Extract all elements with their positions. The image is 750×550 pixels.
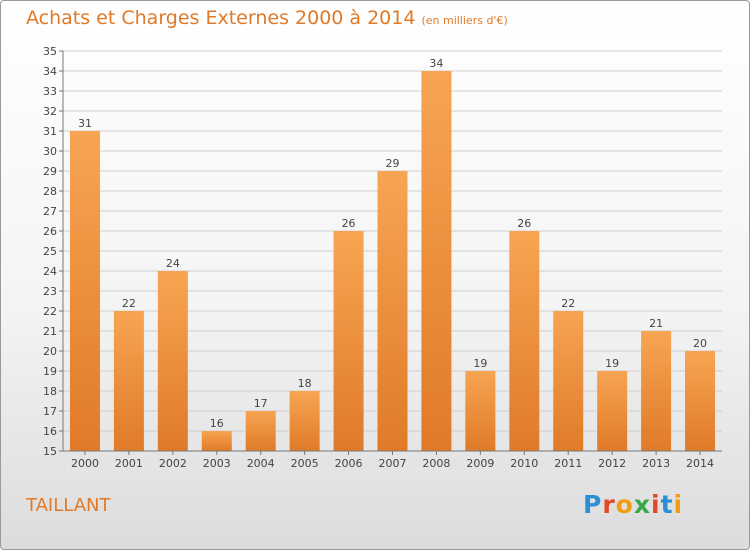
y-axis: 15 16 17 18 19 20 21 22 23 24 25 26 27 28 29 30 31 32 33 34… xyxy=(43,45,64,458)
logo-letter: o xyxy=(615,490,634,519)
y-tick-label: 31 xyxy=(43,125,57,138)
bar xyxy=(509,231,540,451)
x-tick-label: 2012 xyxy=(598,457,626,470)
logo-letter: P xyxy=(583,490,603,519)
chart-title: Achats et Charges Externes 2000 à 2014 (e… xyxy=(26,7,508,29)
bar xyxy=(69,131,100,451)
data-label: 17 xyxy=(254,397,268,410)
bar xyxy=(641,331,672,451)
bar xyxy=(465,371,496,451)
logo-letter: t xyxy=(660,490,674,519)
x-tick-label: 2005 xyxy=(291,457,319,470)
x-tick-label: 2007 xyxy=(379,457,407,470)
x-tick-label: 2000 xyxy=(71,457,99,470)
y-tick-label: 20 xyxy=(43,345,57,358)
y-tick-label: 29 xyxy=(43,165,57,178)
x-tick-label: 2006 xyxy=(335,457,363,470)
y-tick-label: 35 xyxy=(43,45,57,58)
x-tick-label: 2002 xyxy=(159,457,187,470)
x-tick-label: 2010 xyxy=(510,457,538,470)
chart-title-text: Achats et Charges Externes 2000 à 2014 xyxy=(26,7,416,29)
y-tick-label: 26 xyxy=(43,225,57,238)
data-label: 24 xyxy=(166,257,180,270)
y-tick-label: 34 xyxy=(43,65,57,78)
bar xyxy=(201,431,232,451)
x-tick-label: 2013 xyxy=(642,457,670,470)
y-tick-label: 15 xyxy=(43,445,57,458)
y-tick-label: 17 xyxy=(43,405,57,418)
bar xyxy=(289,391,320,451)
y-tick-label: 33 xyxy=(43,85,57,98)
logo-letter: r xyxy=(602,490,616,519)
data-label: 16 xyxy=(210,417,224,430)
x-axis: 2000 2001 2002 2003 2004 2005 2006 2007 2008 2009… xyxy=(63,450,722,470)
data-label: 22 xyxy=(122,297,136,310)
data-labels: 31 22 24 16 17 18 26 29 34 19 26 22 19 21 20 xyxy=(78,57,707,430)
bar xyxy=(245,411,276,451)
data-label: 20 xyxy=(693,337,707,350)
town-name: TAILLANT xyxy=(26,495,111,516)
logo-letter: i xyxy=(673,490,684,519)
data-label: 19 xyxy=(473,357,487,370)
data-label: 26 xyxy=(517,217,531,230)
data-label: 26 xyxy=(342,217,356,230)
y-tick-label: 23 xyxy=(43,285,57,298)
y-tick-label: 21 xyxy=(43,325,57,338)
x-tick-label: 2008 xyxy=(422,457,450,470)
bar xyxy=(113,311,144,451)
y-tick-label: 28 xyxy=(43,185,57,198)
data-label: 34 xyxy=(429,57,443,70)
y-tick-label: 16 xyxy=(43,425,57,438)
bar xyxy=(421,71,452,451)
x-tick-label: 2003 xyxy=(203,457,231,470)
y-tick-label: 19 xyxy=(43,365,57,378)
x-tick-label: 2009 xyxy=(466,457,494,470)
y-tick-label: 22 xyxy=(43,305,57,318)
logo-letter: i xyxy=(651,490,661,519)
y-tick-label: 24 xyxy=(43,265,57,278)
x-tick-label: 2011 xyxy=(554,457,582,470)
bar xyxy=(553,311,584,451)
x-tick-label: 2014 xyxy=(686,457,714,470)
proxiti-logo: Proxiti xyxy=(583,490,683,519)
data-label: 31 xyxy=(78,117,92,130)
y-tick-label: 32 xyxy=(43,105,57,118)
bars xyxy=(69,71,716,451)
y-tick-label: 18 xyxy=(43,385,57,398)
x-tick-label: 2001 xyxy=(115,457,143,470)
data-label: 29 xyxy=(386,157,400,170)
bar xyxy=(157,271,188,451)
bar xyxy=(333,231,364,451)
bar xyxy=(377,171,408,451)
bar xyxy=(685,351,716,451)
chart-unit: (en milliers d'€) xyxy=(421,14,508,27)
data-label: 22 xyxy=(561,297,575,310)
x-tick-label: 2004 xyxy=(247,457,275,470)
data-label: 19 xyxy=(605,357,619,370)
y-tick-label: 30 xyxy=(43,145,57,158)
data-label: 18 xyxy=(298,377,312,390)
y-tick-label: 25 xyxy=(43,245,57,258)
y-tick-label: 27 xyxy=(43,205,57,218)
bar xyxy=(597,371,628,451)
logo-letter: x xyxy=(633,490,651,519)
data-label: 21 xyxy=(649,317,663,330)
